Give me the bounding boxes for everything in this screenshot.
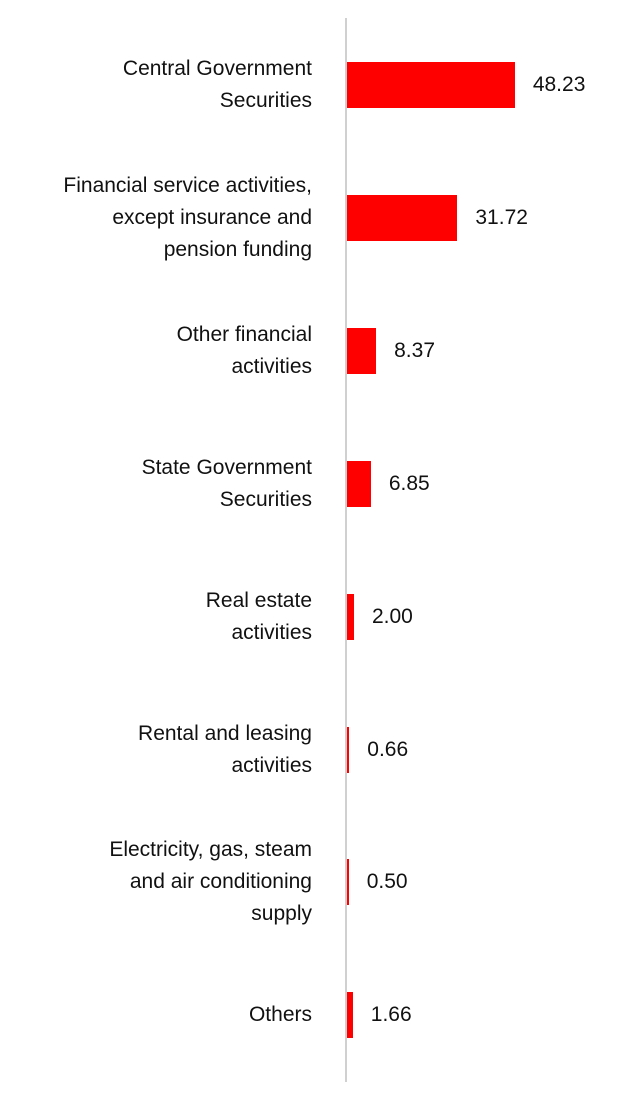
bar — [347, 593, 354, 640]
value-label: 1.66 — [370, 1003, 412, 1027]
value-label: 0.66 — [367, 737, 409, 761]
bar — [347, 62, 515, 108]
value-label: 2.00 — [371, 604, 413, 628]
category-label: Rental and leasing activities — [138, 721, 312, 777]
value-label: 8.37 — [394, 338, 435, 362]
bar — [347, 327, 377, 374]
category-label: Other financial activities — [176, 322, 312, 378]
value-label: 6.85 — [388, 471, 430, 495]
category-label: Real estate activities — [205, 588, 312, 644]
value-label: 0.50 — [366, 870, 408, 894]
category-label: Central Government Securities — [122, 57, 312, 112]
bar — [347, 460, 371, 507]
value-label: 31.72 — [475, 205, 528, 229]
axis-line — [345, 18, 347, 1082]
bar — [347, 194, 458, 241]
bar — [347, 992, 353, 1039]
bar — [347, 859, 349, 906]
bar — [347, 726, 350, 773]
category-label: State Government Securities — [141, 455, 312, 511]
category-label: Electricity, gas, steam and air conditio… — [109, 838, 312, 926]
category-label: Others — [248, 1003, 312, 1027]
category-label: Financial service activities, except ins… — [63, 173, 312, 261]
value-label: 48.23 — [532, 73, 586, 96]
